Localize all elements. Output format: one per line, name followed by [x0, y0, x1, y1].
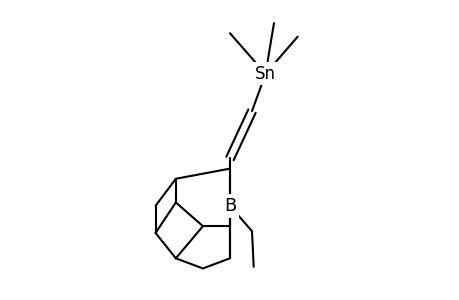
- Text: Sn: Sn: [254, 65, 275, 83]
- Text: B: B: [224, 197, 235, 215]
